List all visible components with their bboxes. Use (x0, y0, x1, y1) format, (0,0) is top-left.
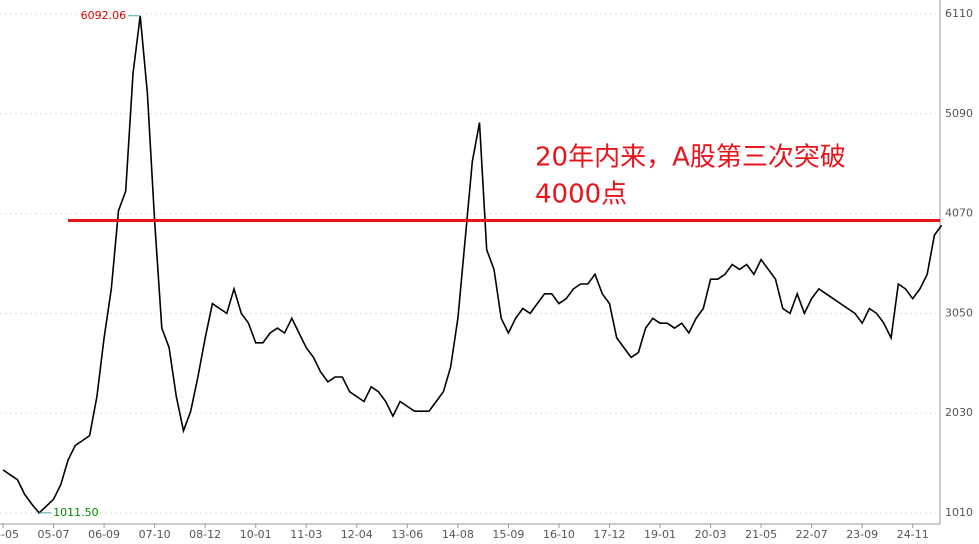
y-tick-label: 1010 (945, 506, 973, 519)
annotation: 4000点 (535, 180, 627, 210)
x-tick-label: 11-03 (290, 528, 322, 541)
x-tick-label: 20-03 (695, 528, 727, 541)
x-tick-label: 07-10 (139, 528, 171, 541)
max-label: 6092.06 (81, 9, 127, 22)
x-tick-label: 14-08 (442, 528, 474, 541)
x-tick-label: 04-05 (0, 528, 19, 541)
y-tick-label: 4070 (945, 207, 973, 220)
x-tick-label: 08-12 (189, 528, 221, 541)
x-tick-label: 16-10 (543, 528, 575, 541)
x-tick-label: 21-05 (745, 528, 777, 541)
y-tick-label: 6110 (945, 7, 973, 20)
x-tick-label: 05-07 (38, 528, 70, 541)
y-tick-label: 5090 (945, 107, 973, 120)
y-tick-label: 3050 (945, 306, 973, 319)
x-tick-label: 17-12 (593, 528, 625, 541)
x-tick-label: 12-04 (341, 528, 373, 541)
y-tick-label: 2030 (945, 406, 973, 419)
x-tick-label: 24-11 (897, 528, 929, 541)
x-tick-label: 13-06 (391, 528, 423, 541)
min-label: 1011.50 (53, 506, 99, 519)
index-line (2, 15, 943, 515)
annotation: 20年内来，A股第三次突破 (535, 143, 846, 173)
x-tick-label: 23-09 (846, 528, 878, 541)
x-tick-label: 06-09 (88, 528, 120, 541)
x-tick-label: 10-01 (240, 528, 272, 541)
x-tick-label: 15-09 (492, 528, 524, 541)
x-tick-label: 22-07 (796, 528, 828, 541)
x-tick-label: 19-01 (644, 528, 676, 541)
